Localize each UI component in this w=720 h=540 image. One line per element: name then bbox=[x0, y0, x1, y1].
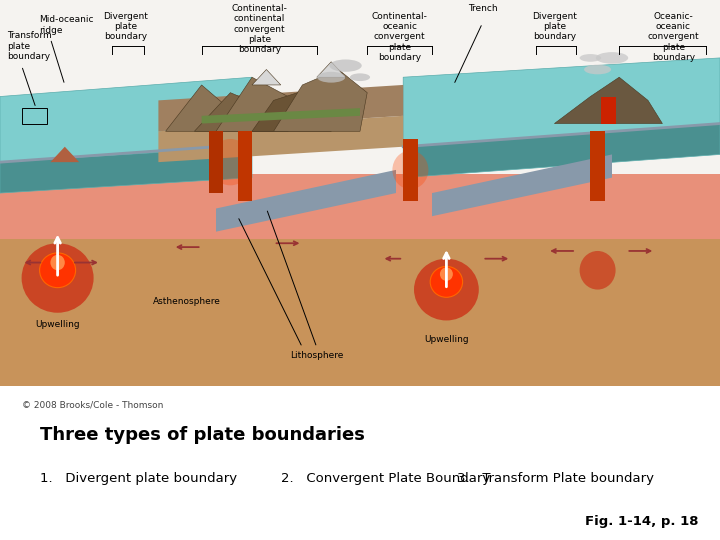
Polygon shape bbox=[202, 108, 360, 124]
Polygon shape bbox=[194, 93, 274, 131]
Text: Continental-
oceanic
convergent
plate
boundary: Continental- oceanic convergent plate bo… bbox=[372, 11, 428, 62]
Text: 1.   Divergent plate boundary: 1. Divergent plate boundary bbox=[40, 472, 237, 485]
Ellipse shape bbox=[431, 266, 462, 298]
Ellipse shape bbox=[580, 251, 616, 289]
Text: Upwelling: Upwelling bbox=[424, 335, 469, 345]
Ellipse shape bbox=[40, 253, 76, 288]
Text: Transform
plate
boundary: Transform plate boundary bbox=[7, 31, 52, 61]
Polygon shape bbox=[403, 58, 720, 147]
Ellipse shape bbox=[350, 73, 370, 81]
Polygon shape bbox=[0, 239, 720, 386]
Polygon shape bbox=[554, 77, 662, 124]
Text: Oceanic-
oceanic
convergent
plate
boundary: Oceanic- oceanic convergent plate bounda… bbox=[647, 11, 699, 62]
Polygon shape bbox=[216, 77, 302, 131]
Text: Fig. 1-14, p. 18: Fig. 1-14, p. 18 bbox=[585, 515, 698, 528]
Polygon shape bbox=[317, 62, 346, 77]
Text: Lithosphere: Lithosphere bbox=[290, 350, 343, 360]
Ellipse shape bbox=[22, 243, 94, 313]
Bar bbox=[22, 108, 47, 124]
Polygon shape bbox=[432, 154, 612, 216]
Polygon shape bbox=[252, 89, 338, 131]
Polygon shape bbox=[166, 85, 238, 131]
Polygon shape bbox=[238, 131, 252, 201]
Ellipse shape bbox=[440, 267, 453, 281]
Polygon shape bbox=[0, 174, 720, 386]
Text: 2.   Convergent Plate Boundary: 2. Convergent Plate Boundary bbox=[281, 472, 490, 485]
Polygon shape bbox=[216, 170, 396, 232]
Ellipse shape bbox=[596, 52, 628, 64]
Polygon shape bbox=[158, 85, 403, 131]
Text: Continental-
continental
convergent
plate
boundary: Continental- continental convergent plat… bbox=[231, 4, 287, 55]
Text: Asthenosphere: Asthenosphere bbox=[153, 296, 221, 306]
Ellipse shape bbox=[580, 54, 601, 62]
Polygon shape bbox=[50, 147, 79, 162]
Text: Mid-oceanic
ridge: Mid-oceanic ridge bbox=[40, 16, 94, 35]
Text: Upwelling: Upwelling bbox=[35, 320, 80, 329]
Polygon shape bbox=[0, 77, 252, 162]
Ellipse shape bbox=[317, 72, 346, 83]
Text: Divergent
plate
boundary: Divergent plate boundary bbox=[532, 11, 577, 42]
Text: Divergent
plate
boundary: Divergent plate boundary bbox=[104, 11, 148, 42]
Polygon shape bbox=[252, 70, 281, 85]
Ellipse shape bbox=[584, 65, 611, 75]
Polygon shape bbox=[274, 70, 367, 131]
Ellipse shape bbox=[209, 139, 252, 185]
Polygon shape bbox=[590, 131, 605, 201]
Polygon shape bbox=[209, 131, 223, 193]
Polygon shape bbox=[601, 97, 616, 124]
Text: Three types of plate boundaries: Three types of plate boundaries bbox=[40, 427, 364, 444]
Text: 3.   Transform Plate boundary: 3. Transform Plate boundary bbox=[457, 472, 654, 485]
Polygon shape bbox=[158, 116, 403, 162]
Text: Trench: Trench bbox=[467, 4, 498, 13]
Ellipse shape bbox=[392, 151, 428, 189]
Polygon shape bbox=[403, 124, 720, 178]
Ellipse shape bbox=[414, 259, 479, 320]
Ellipse shape bbox=[50, 255, 65, 270]
Ellipse shape bbox=[330, 59, 361, 72]
Text: © 2008 Brooks/Cole - Thomson: © 2008 Brooks/Cole - Thomson bbox=[22, 400, 163, 409]
Polygon shape bbox=[0, 147, 252, 193]
Polygon shape bbox=[403, 139, 418, 201]
